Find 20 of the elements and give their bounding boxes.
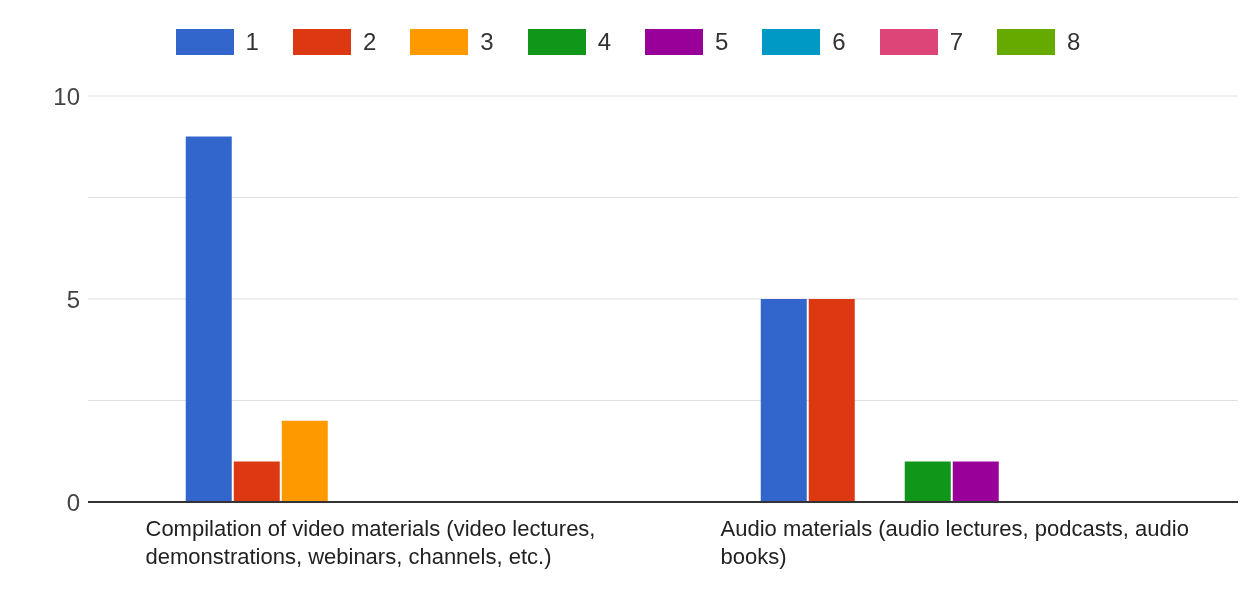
y-tick-label: 5 <box>66 285 80 313</box>
bar <box>760 299 807 502</box>
legend-label: 8 <box>1067 28 1081 56</box>
legend-label: 3 <box>480 28 494 56</box>
legend-label: 5 <box>715 28 729 56</box>
y-tick-label: 10 <box>53 82 80 110</box>
legend-label: 7 <box>949 28 964 56</box>
bar <box>185 136 232 502</box>
x-tick-label: Audio materials (audio lectures, podcasts, audio books) <box>720 516 1189 569</box>
y-tick-label: 0 <box>66 488 80 516</box>
bar <box>281 420 328 502</box>
bar <box>904 461 951 502</box>
legend-label: 1 <box>245 28 259 56</box>
legend-label: 6 <box>832 28 846 56</box>
bar <box>952 461 999 502</box>
x-tick-label: Compilation of video materials (video lectures, demonstrations, webinars, channels, etc.) <box>145 516 596 569</box>
bar <box>808 299 855 502</box>
bar <box>233 461 280 502</box>
legend-label: 4 <box>597 28 611 56</box>
legend-label: 2 <box>362 28 377 56</box>
